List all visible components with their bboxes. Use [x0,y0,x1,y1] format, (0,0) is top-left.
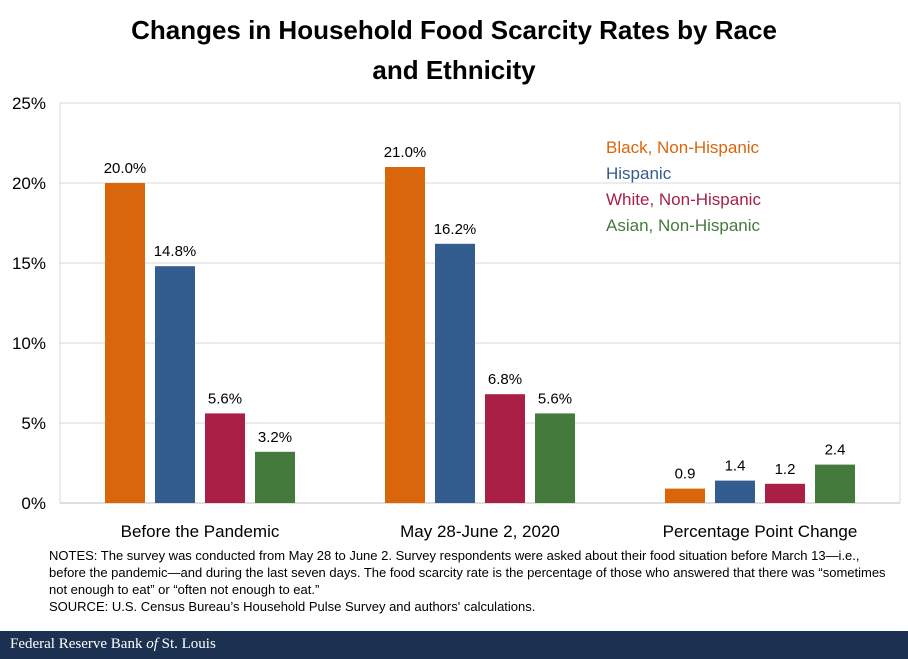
bar [665,488,705,503]
bar [155,266,195,503]
bar-value-label: 1.4 [725,458,746,475]
legend-entry: White, Non-Hispanic [606,190,761,209]
bar-value-label: 3.2% [258,429,292,446]
bar [765,483,805,503]
bar-value-label: 2.4 [825,442,846,459]
footer-brand: Federal Reserve Bank of St. Louis [10,636,216,653]
bar [815,464,855,503]
bar-value-label: 6.8% [488,371,522,388]
bar-chart: 0% 5% 10% 15% 20% 25% 20.0% 14.8% 5.6% 3.2% Before… [12,94,901,541]
x-category-label: May 28-June 2, 2020 [400,522,560,541]
chart-title-line-2: and Ethnicity [372,55,536,85]
x-category-label: Percentage Point Change [663,522,858,541]
bar [535,413,575,503]
chart-title: Changes in Household Food Scarcity Rates… [0,10,908,90]
chart-notes: NOTES: The survey was conducted from May… [49,547,889,615]
bar-value-label: 14.8% [154,243,197,260]
y-tick-label: 10% [12,334,46,353]
y-tick-label: 25% [12,94,46,113]
brand-prefix: Federal Reserve Bank [10,636,147,652]
bar [435,243,475,504]
bar [205,413,245,503]
bar-value-label: 20.0% [104,160,147,177]
source-text: SOURCE: U.S. Census Bureau’s Household P… [49,599,536,614]
brand-suffix: St. Louis [157,636,216,652]
bar-value-label: 21.0% [384,144,427,161]
y-tick-label: 5% [21,414,46,433]
bar-value-label: 1.2 [775,461,796,478]
bar [385,167,425,503]
bar [255,451,295,503]
legend-entry: Black, Non-Hispanic [606,138,760,157]
bar-value-label: 0.9 [675,466,696,483]
bar [105,183,145,503]
y-tick-label: 20% [12,174,46,193]
footer-bar: Federal Reserve Bank of St. Louis [0,631,908,659]
bar-value-label: 5.6% [208,390,242,407]
notes-text: NOTES: The survey was conducted from May… [49,548,886,597]
brand-of: of [146,636,158,652]
legend-entry: Hispanic [606,164,672,183]
x-category-label: Before the Pandemic [121,522,280,541]
y-tick-label: 15% [12,254,46,273]
bar [485,394,525,503]
chart-title-line-1: Changes in Household Food Scarcity Rates… [131,15,777,45]
bar-value-label: 16.2% [434,221,477,238]
legend-entry: Asian, Non-Hispanic [606,216,761,235]
y-tick-label: 0% [21,494,46,513]
bar [715,480,755,503]
bar-value-label: 5.6% [538,390,572,407]
